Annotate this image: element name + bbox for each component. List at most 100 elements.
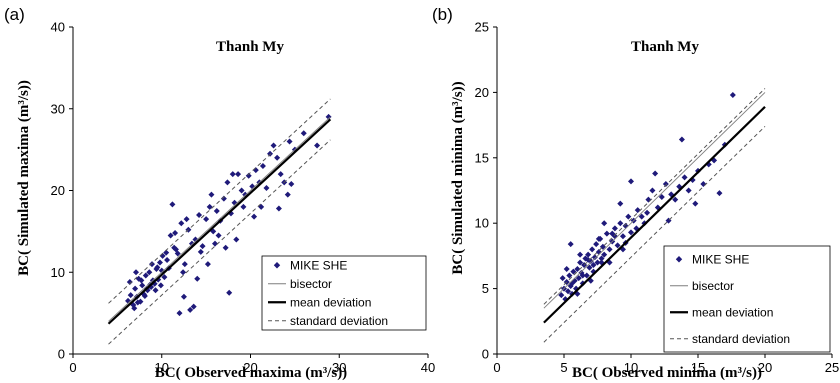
data-point (590, 262, 597, 269)
legend-label: standard deviation (692, 332, 790, 346)
data-point (146, 269, 153, 276)
y-tick-label: 0 (482, 347, 489, 362)
data-point (652, 170, 659, 177)
standard-deviation-line (108, 139, 331, 345)
panel-b: (b) Thanh My 0 5 10 15 20 25 0 5 10 15 20 25 MIKE S… (432, 5, 839, 381)
data-point (563, 265, 570, 272)
data-point (692, 200, 699, 207)
data-point (595, 235, 602, 242)
data-point (729, 92, 736, 99)
data-point (558, 292, 565, 299)
data-point (565, 288, 572, 295)
data-point (634, 207, 641, 214)
data-point (142, 272, 149, 279)
panel-b-x-axis-label: BC( Observed minima (m³/s)) (572, 365, 762, 381)
panel-a-letter: (a) (4, 5, 25, 24)
standard-deviation-line (543, 88, 766, 305)
data-point (685, 187, 692, 194)
data-point (649, 187, 656, 194)
y-tick-label: 20 (475, 85, 489, 100)
data-point (585, 251, 592, 258)
data-point (132, 285, 139, 292)
y-tick-label: 10 (475, 216, 489, 231)
data-point (286, 138, 293, 145)
data-point (138, 277, 145, 284)
standard-deviation-line (108, 98, 331, 304)
data-point (199, 243, 206, 250)
data-point (134, 299, 141, 306)
data-point (183, 216, 190, 223)
data-point (601, 251, 608, 258)
data-point (288, 180, 295, 187)
panel-a-title: Thanh My (216, 39, 284, 55)
data-point (263, 185, 270, 192)
data-point (131, 305, 138, 312)
data-point (127, 292, 134, 299)
data-point (611, 225, 618, 232)
data-point (141, 292, 148, 299)
data-point (157, 282, 164, 289)
data-point (154, 264, 161, 271)
legend-label: standard deviation (290, 314, 388, 328)
data-point (585, 256, 592, 263)
data-point (579, 272, 586, 279)
data-point (196, 212, 203, 219)
x-tick-label: 5 (560, 360, 567, 375)
data-point (206, 203, 213, 210)
data-point (245, 172, 252, 179)
panel-b-letter: (b) (432, 5, 453, 24)
data-point (638, 213, 645, 220)
panel-a: (a) Thanh My 0 10 20 30 40 0 10 20 30 40 MIKE SHE… (4, 5, 435, 381)
x-tick-label: 40 (421, 360, 435, 375)
bisector-line (108, 116, 331, 322)
standard-deviation-line (543, 126, 766, 343)
data-point (204, 261, 211, 268)
data-point (187, 306, 194, 313)
data-point (222, 244, 229, 251)
data-point (213, 207, 220, 214)
data-point (180, 293, 187, 300)
data-point (277, 171, 284, 178)
panel-b-plot-area (543, 88, 766, 343)
data-point (300, 130, 307, 137)
data-point (644, 209, 651, 216)
data-point (208, 191, 215, 198)
data-point (628, 178, 634, 185)
y-tick-label: 40 (51, 20, 65, 35)
data-point (161, 274, 168, 281)
data-point (156, 259, 163, 266)
data-point (240, 203, 247, 210)
data-point (126, 279, 133, 286)
data-point (609, 230, 616, 237)
data-point (152, 287, 159, 294)
data-point (658, 194, 665, 201)
x-tick-label: 25 (825, 360, 839, 375)
x-tick-label: 0 (69, 360, 76, 375)
data-point (258, 203, 265, 210)
data-point (586, 264, 593, 271)
data-point (314, 142, 321, 149)
panel-b-legend: MIKE SHE bisector mean deviation standard d… (663, 245, 831, 353)
panel-b-axes: 0 5 10 15 20 25 0 5 10 15 20 25 (475, 20, 840, 376)
y-tick-label: 30 (51, 101, 65, 116)
data-point (628, 229, 634, 236)
data-point (259, 162, 266, 169)
data-point (180, 269, 187, 276)
x-tick-label: 30 (332, 360, 346, 375)
x-tick-label: 20 (243, 360, 257, 375)
data-point (215, 232, 222, 239)
panel-a-y-axis-label: BC( Simulated maxima (m³/s)) (16, 80, 32, 276)
data-point (274, 154, 281, 161)
data-point (617, 220, 624, 227)
data-point (284, 191, 291, 198)
legend-label: MIKE SHE (290, 258, 347, 272)
legend-marker-icon (273, 262, 281, 269)
data-point (589, 246, 596, 253)
data-point (181, 261, 188, 268)
y-tick-label: 20 (51, 183, 65, 198)
data-point (275, 205, 282, 212)
data-point (566, 272, 573, 279)
panel-a-legend: MIKE SHE bisector mean deviation standard d… (261, 255, 427, 331)
data-point (662, 180, 669, 187)
